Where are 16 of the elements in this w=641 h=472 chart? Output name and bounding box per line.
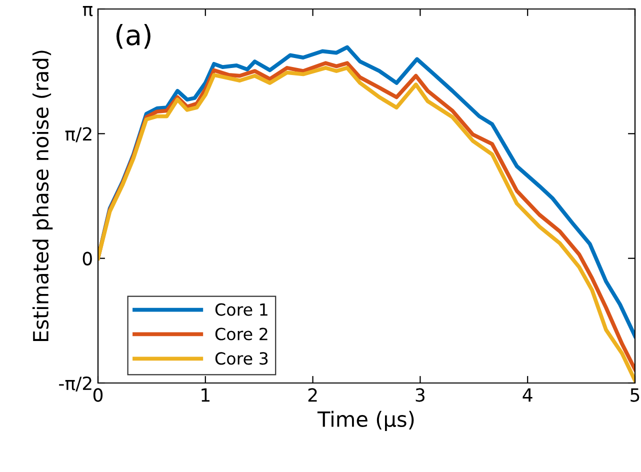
legend-label: Core 2 [215, 328, 268, 340]
y-tick-label: π/2 [65, 127, 92, 142]
x-tick-label: 4 [522, 388, 532, 402]
x-tick-label: 0 [93, 388, 103, 402]
y-axis-title: Estimated phase noise (rad) [32, 50, 53, 342]
y-tick-label: π [82, 6, 93, 16]
annotation: (a) [116, 24, 150, 49]
x-tick-label: 2 [308, 388, 317, 402]
x-tick-label: 3 [416, 388, 424, 402]
legend-label: Core 3 [215, 352, 268, 365]
y-tick-label: 0 [82, 252, 92, 266]
y-tick-label: -π/2 [59, 376, 92, 392]
legend-label: Core 1 [215, 303, 268, 316]
x-tick-label: 5 [630, 388, 640, 402]
x-tick-label: 1 [202, 388, 210, 402]
x-axis-title: Time (μs) [317, 410, 414, 432]
